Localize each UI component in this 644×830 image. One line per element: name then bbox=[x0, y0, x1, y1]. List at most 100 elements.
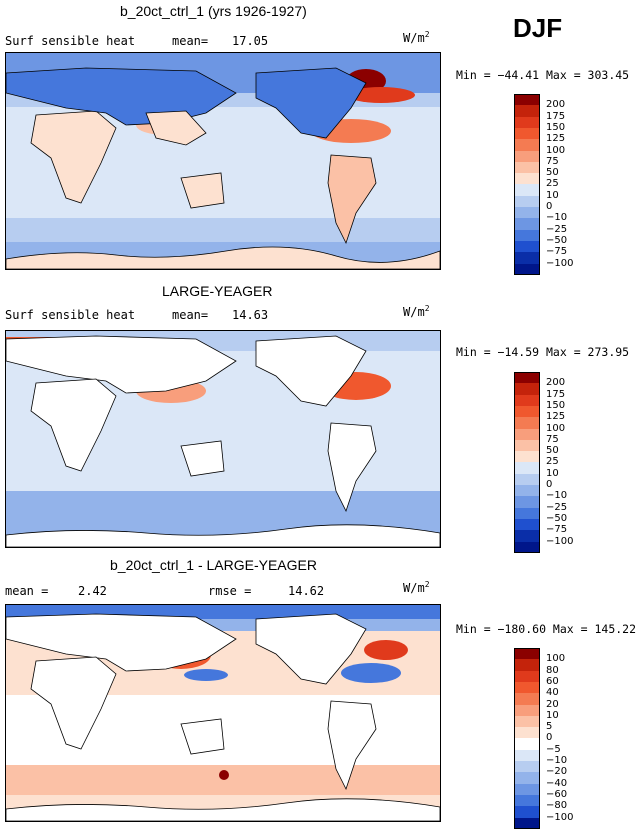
colorbar-tick-label: 100 bbox=[546, 144, 566, 156]
colorbar-segment bbox=[514, 439, 540, 452]
colorbar-segment bbox=[514, 738, 540, 751]
panel3-title: b_20ct_ctrl_1 - LARGE-YEAGER bbox=[110, 557, 317, 573]
panel1-title: b_20ct_ctrl_1 (yrs 1926-1927) bbox=[120, 3, 307, 19]
colorbar-segment bbox=[514, 715, 540, 728]
colorbar-segment bbox=[514, 252, 540, 264]
colorbar-tick-label: 150 bbox=[546, 121, 566, 133]
colorbar-tick-label: 60 bbox=[546, 675, 559, 687]
colorbar-tick-label: −10 bbox=[546, 755, 568, 766]
season-label: DJF bbox=[513, 13, 563, 43]
colorbar-segment bbox=[514, 127, 540, 140]
colorbar-segment bbox=[514, 263, 540, 276]
colorbar-tick-label: 10 bbox=[546, 467, 559, 479]
colorbar-segment bbox=[514, 150, 540, 163]
panel1-units: W/m2 bbox=[403, 30, 430, 45]
colorbar-tick-label: 25 bbox=[546, 178, 559, 190]
colorbar-segment bbox=[514, 704, 540, 717]
colorbar-tick-label: 125 bbox=[546, 133, 566, 145]
colorbar-segment bbox=[514, 648, 540, 660]
colorbar-tick-label: −10 bbox=[546, 490, 568, 502]
colorbar-segment bbox=[514, 207, 540, 219]
colorbar-tick-label: −100 bbox=[546, 811, 574, 823]
panel1-mean-label: mean= bbox=[172, 34, 209, 48]
colorbar-tick-label: −5 bbox=[546, 743, 561, 755]
colorbar-segment bbox=[514, 518, 540, 531]
colorbar-tick-label: −50 bbox=[546, 234, 568, 246]
colorbar-segment bbox=[514, 659, 540, 672]
panel2-map bbox=[5, 330, 441, 548]
colorbar-tick-label: 175 bbox=[546, 110, 566, 122]
colorbar-segment bbox=[514, 761, 540, 773]
colorbar-segment bbox=[514, 772, 540, 785]
colorbar-segment bbox=[514, 806, 540, 818]
colorbar-tick-label: −25 bbox=[546, 501, 568, 513]
colorbar-tick-label: −60 bbox=[546, 788, 568, 800]
colorbar-tick-label: 0 bbox=[546, 479, 553, 490]
colorbar-tick-label: 40 bbox=[546, 687, 559, 699]
colorbar-segment bbox=[514, 783, 540, 796]
panel3-units: W/m2 bbox=[403, 580, 430, 595]
panel2-mean-label: mean= bbox=[172, 308, 209, 322]
colorbar-segment bbox=[514, 428, 540, 441]
colorbar-tick-label: 10 bbox=[546, 709, 559, 721]
colorbar-tick-label: 100 bbox=[546, 653, 566, 665]
colorbar-segment bbox=[514, 727, 540, 739]
panel3-rmse-value: 14.62 bbox=[288, 584, 325, 598]
colorbar-segment bbox=[514, 116, 540, 129]
colorbar-tick-label: 125 bbox=[546, 411, 566, 423]
panel3-map bbox=[5, 604, 441, 822]
panel1-mean-value: 17.05 bbox=[232, 34, 269, 48]
colorbar-segment bbox=[514, 670, 540, 683]
colorbar-tick-label: 5 bbox=[546, 721, 553, 733]
panel1-map bbox=[5, 52, 441, 270]
colorbar-tick-label: 200 bbox=[546, 99, 566, 111]
colorbar-segment bbox=[514, 240, 540, 253]
panel1-minmax: Min = −44.41 Max = 303.45 bbox=[456, 68, 630, 82]
colorbar-tick-label: 75 bbox=[546, 155, 559, 167]
panel2-units: W/m2 bbox=[403, 304, 430, 319]
colorbar-segment bbox=[514, 693, 540, 705]
colorbar-segment bbox=[514, 817, 540, 830]
colorbar-segment bbox=[514, 485, 540, 497]
colorbar-segment bbox=[514, 507, 540, 520]
colorbar-segment bbox=[514, 184, 540, 197]
colorbar-tick-label: −20 bbox=[546, 766, 568, 778]
colorbar-tick-label: −80 bbox=[546, 800, 568, 812]
colorbar-tick-label: 200 bbox=[546, 377, 566, 389]
colorbar-segment bbox=[514, 417, 540, 429]
panel2-variable-label: Surf sensible heat bbox=[5, 308, 136, 322]
colorbar-segment bbox=[514, 394, 540, 407]
panel3-minmax: Min = −180.60 Max = 145.22 bbox=[456, 622, 637, 636]
colorbar-segment bbox=[514, 794, 540, 807]
panel1-variable-label: Surf sensible heat bbox=[5, 34, 136, 48]
colorbar-tick-label: 80 bbox=[546, 664, 559, 676]
colorbar-segment bbox=[514, 530, 540, 542]
colorbar-segment bbox=[514, 681, 540, 694]
colorbar-tick-label: −75 bbox=[546, 246, 568, 258]
colorbar-tick-label: −100 bbox=[546, 535, 574, 547]
panel1-map-svg bbox=[6, 53, 440, 269]
colorbar-tick-label: 10 bbox=[546, 189, 559, 201]
colorbar-tick-label: −25 bbox=[546, 223, 568, 235]
colorbar-tick-label: 50 bbox=[546, 167, 559, 179]
colorbar-segment bbox=[514, 541, 540, 554]
colorbar-segment bbox=[514, 405, 540, 418]
colorbar-segment bbox=[514, 473, 540, 486]
colorbar-tick-label: 75 bbox=[546, 433, 559, 445]
colorbar-segment bbox=[514, 383, 540, 396]
panel2-title: LARGE-YEAGER bbox=[162, 283, 273, 299]
panel2-mean-value: 14.63 bbox=[232, 308, 269, 322]
colorbar-tick-label: 50 bbox=[546, 445, 559, 457]
colorbar-tick-label: −75 bbox=[546, 524, 568, 536]
colorbar-tick-label: −50 bbox=[546, 512, 568, 524]
panel3-mean-label: mean = bbox=[5, 584, 49, 598]
colorbar-tick-label: −100 bbox=[546, 257, 574, 269]
colorbar-tick-label: 0 bbox=[546, 201, 553, 212]
colorbar-tick-label: 175 bbox=[546, 388, 566, 400]
colorbar-segment bbox=[514, 173, 540, 185]
colorbar-segment bbox=[514, 195, 540, 208]
colorbar-segment bbox=[514, 105, 540, 118]
panel3-rmse-label: rmse = bbox=[208, 584, 252, 598]
panel2-minmax: Min = −14.59 Max = 273.95 bbox=[456, 345, 630, 359]
colorbar-segment bbox=[514, 496, 540, 509]
